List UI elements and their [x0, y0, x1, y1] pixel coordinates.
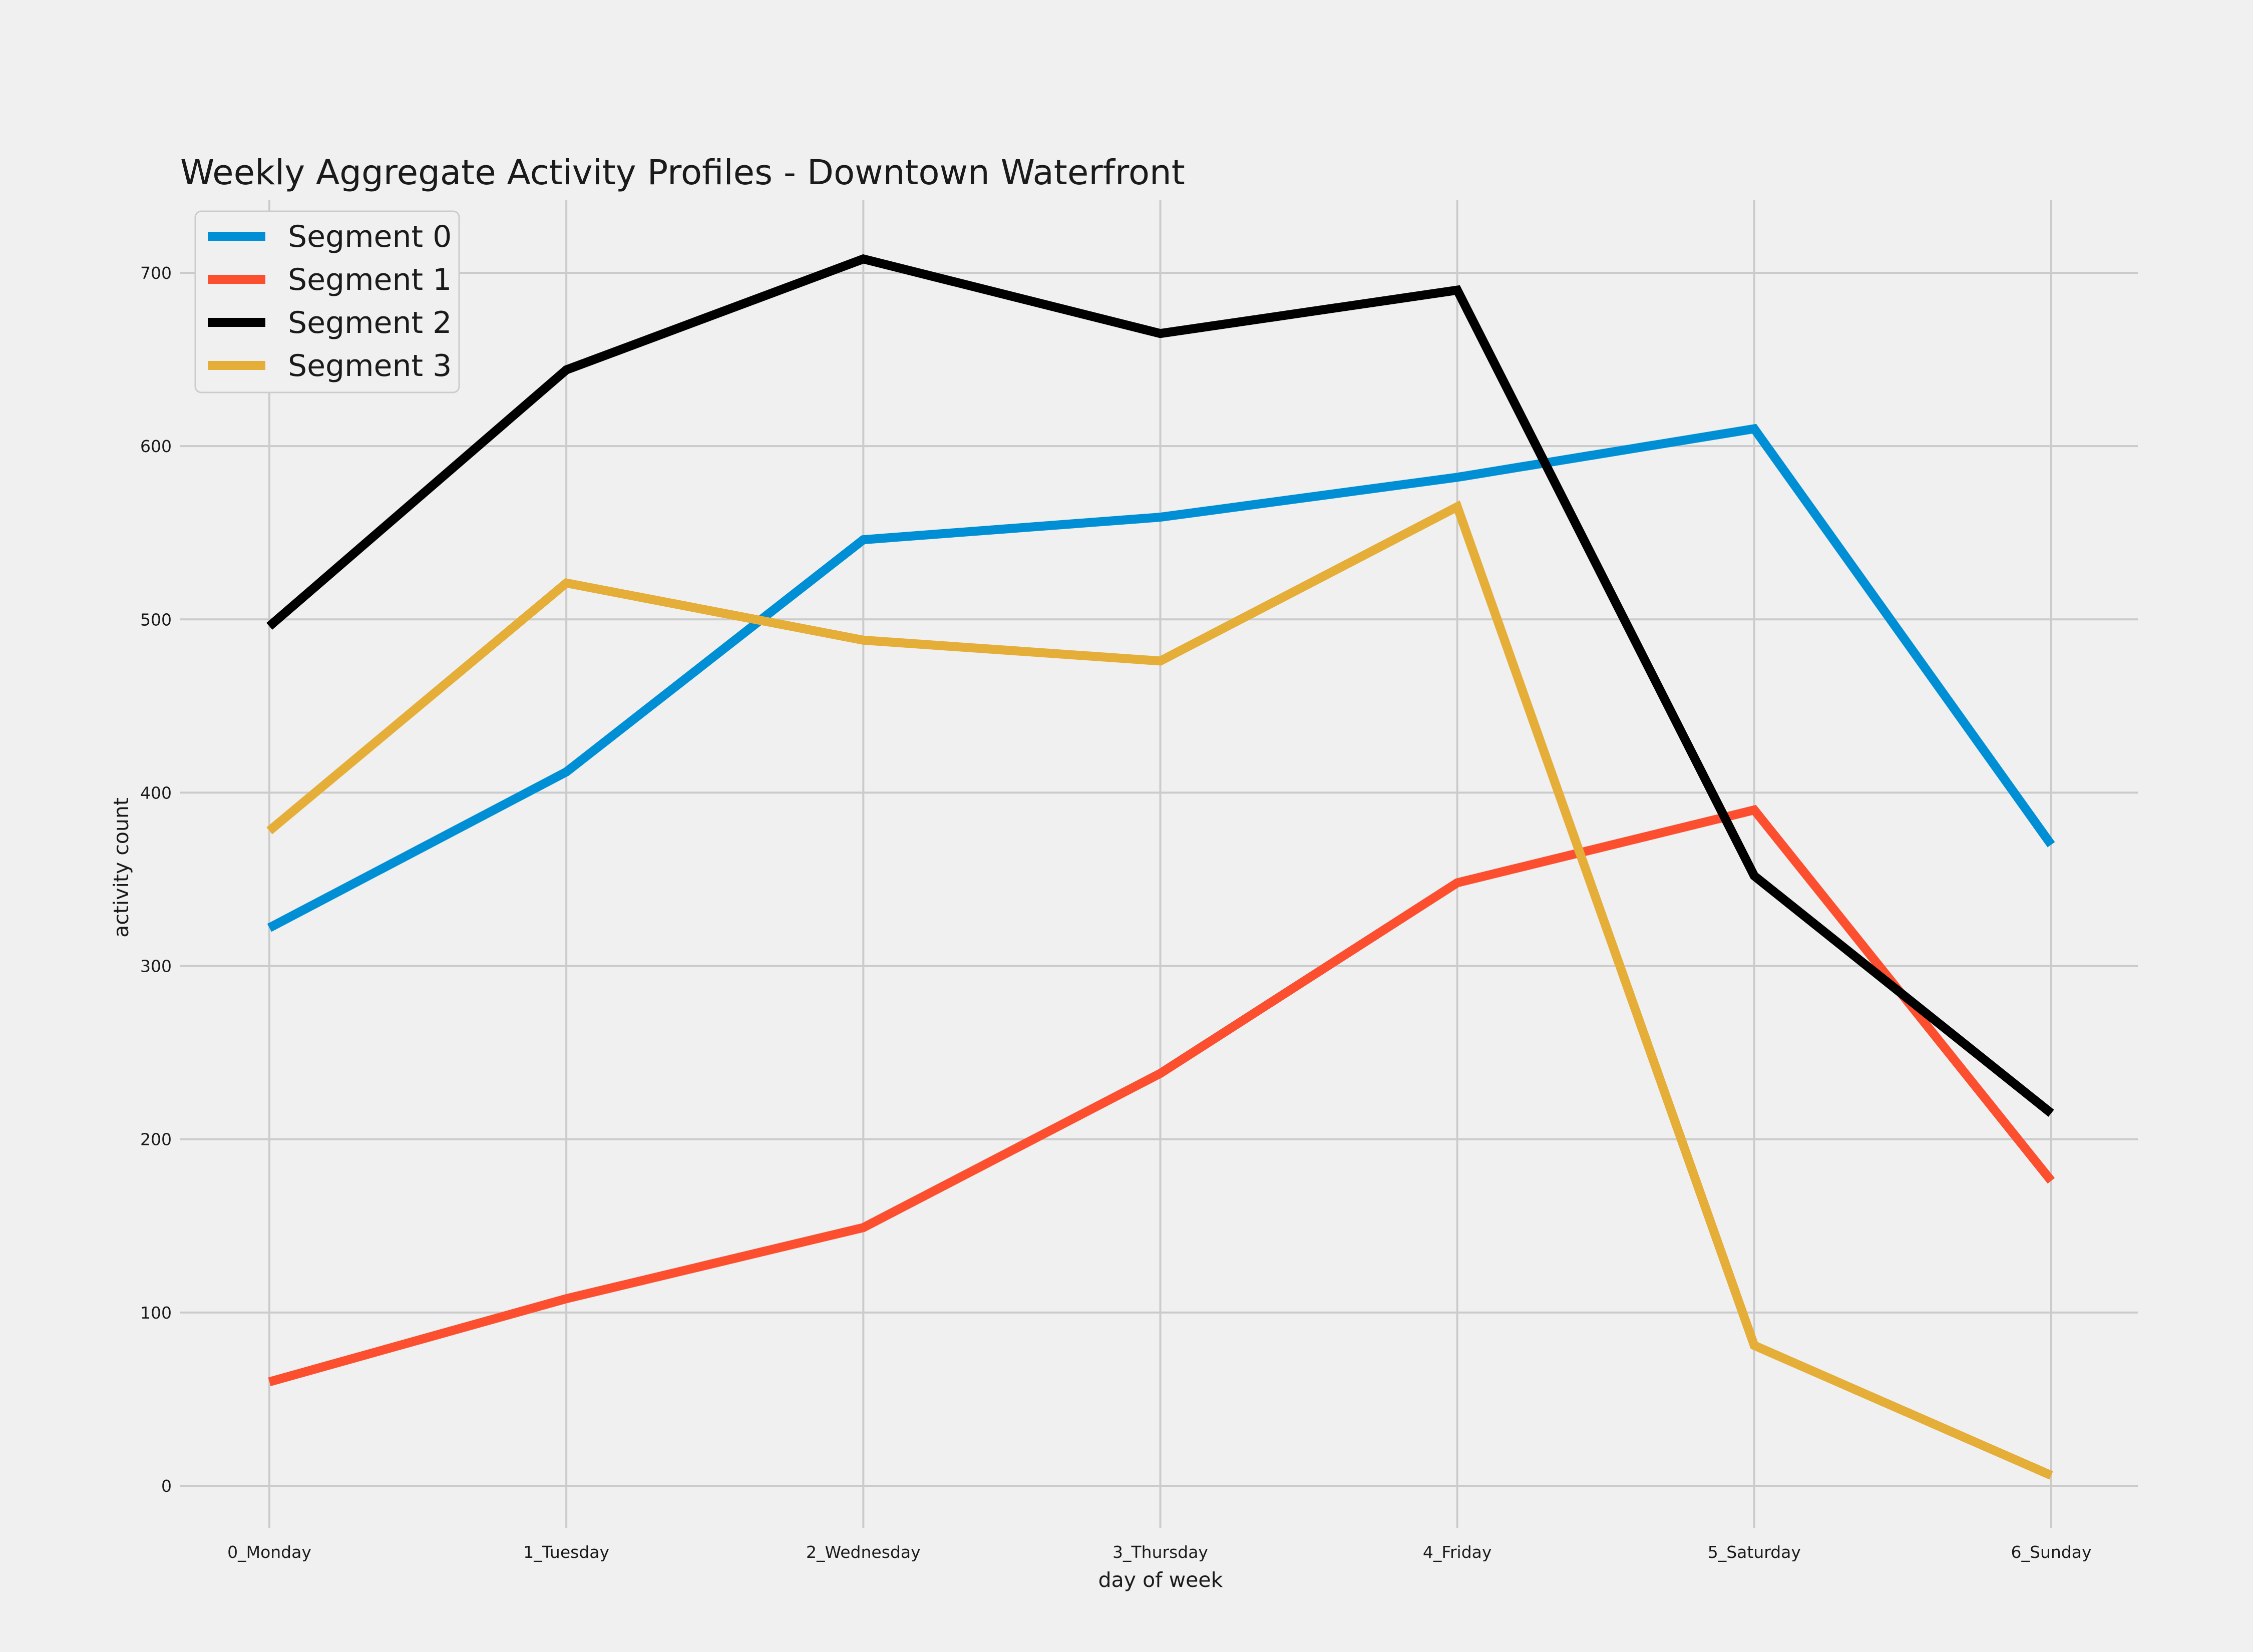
- legend-label-segment-3: Segment 3: [288, 348, 452, 383]
- legend-box: [194, 210, 460, 393]
- series-line-segment-2: [266, 254, 2054, 1117]
- x-tick-label: 0_Monday: [227, 1542, 311, 1562]
- y-tick-label: 200: [140, 1130, 172, 1149]
- y-tick-label: 700: [140, 263, 172, 283]
- legend: Segment 0 Segment 1 Segment 2 Segment 3: [194, 210, 460, 393]
- tick-labels: 0_Monday 1_Tuesday 2_Wednesday 3_Thursday 4_…: [140, 263, 2091, 1562]
- legend-label-segment-2: Segment 2: [288, 305, 452, 340]
- x-axis-label: day of week: [1098, 1568, 1223, 1592]
- y-tick-label: 400: [140, 783, 172, 802]
- x-tick-label: 2_Wednesday: [806, 1542, 921, 1562]
- y-tick-label: 600: [140, 437, 172, 456]
- series-lines: [266, 254, 2055, 1480]
- chart-title: Weekly Aggregate Activity Profiles - Dow…: [180, 153, 1185, 193]
- grid: [180, 200, 2138, 1528]
- y-tick-label: 500: [140, 610, 172, 629]
- x-tick-label: 6_Sunday: [2011, 1542, 2092, 1562]
- x-tick-label: 3_Thursday: [1112, 1542, 1208, 1562]
- y-tick-label: 100: [140, 1303, 172, 1323]
- series-line-segment-3: [266, 500, 2053, 1480]
- series-line-segment-1: [268, 804, 2055, 1386]
- x-tick-label: 5_Saturday: [1708, 1542, 1801, 1562]
- x-tick-label: 4_Friday: [1423, 1542, 1492, 1562]
- y-tick-label: 0: [161, 1476, 172, 1496]
- y-axis-label: activity count: [109, 797, 133, 938]
- series-line-segment-0: [267, 424, 2055, 932]
- x-tick-label: 1_Tuesday: [523, 1542, 609, 1562]
- legend-label-segment-1: Segment 1: [288, 262, 452, 297]
- y-tick-label: 300: [140, 957, 172, 976]
- legend-label-segment-0: Segment 0: [288, 219, 452, 254]
